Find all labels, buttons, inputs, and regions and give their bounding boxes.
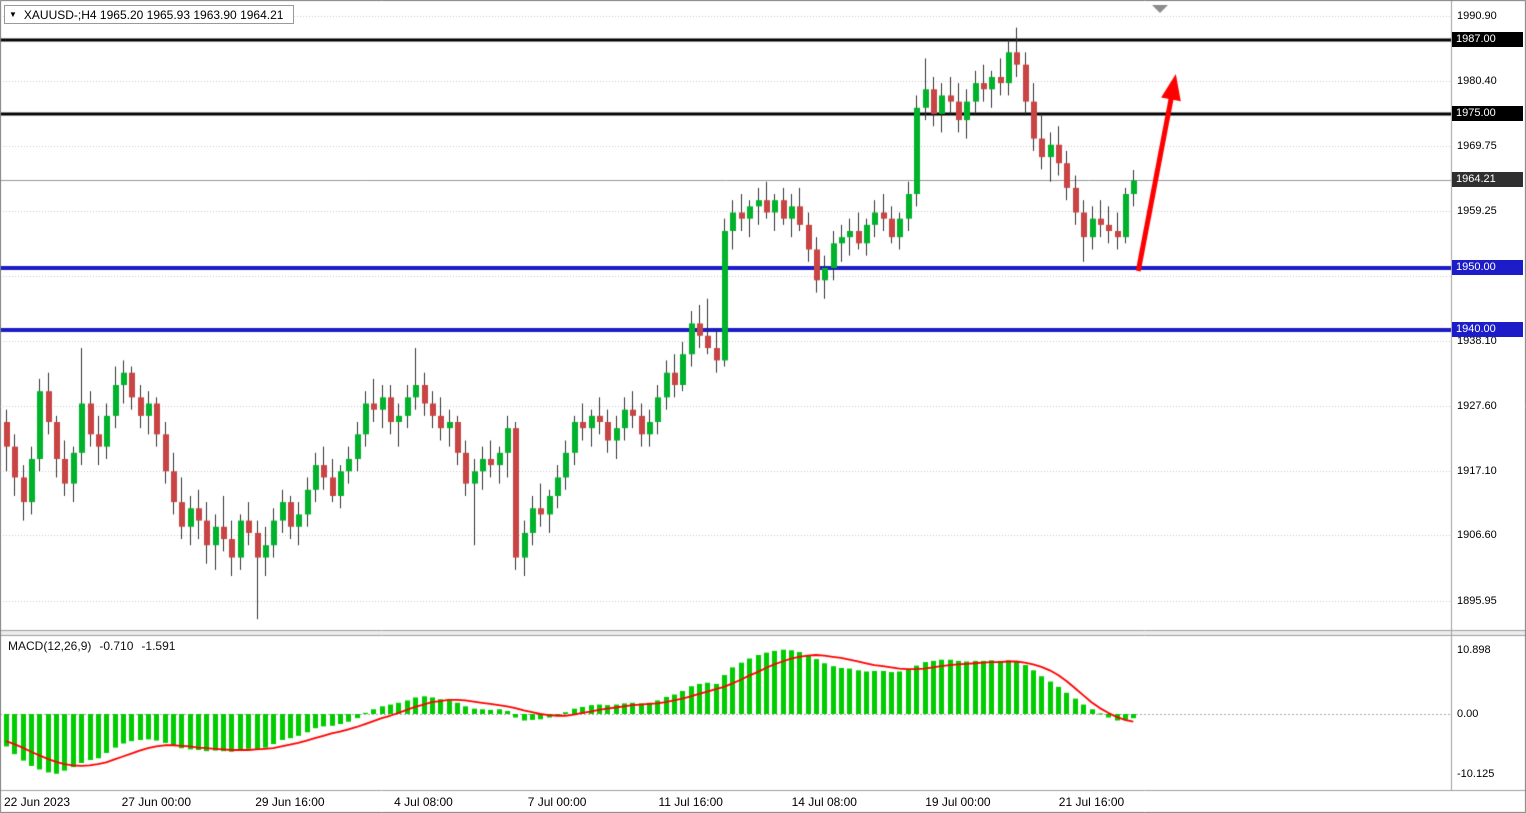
- time-axis-label: 29 Jun 16:00: [255, 795, 325, 809]
- macd-name: MACD(12,26,9): [8, 639, 92, 653]
- macd-main-value: -0.710: [99, 639, 134, 653]
- price-axis-tick-label: 1938.10: [1457, 335, 1497, 348]
- symbol-dropdown-icon[interactable]: ▼: [9, 9, 17, 19]
- macd-axis-label: 10.898: [1457, 643, 1491, 656]
- price-axis-tick-label: 1927.60: [1457, 399, 1497, 412]
- macd-indicator-label: MACD(12,26,9) -0.710 -1.591: [8, 639, 175, 653]
- price-axis-tick-label: 1980.40: [1457, 74, 1497, 87]
- time-axis-label: 4 Jul 08:00: [394, 795, 453, 809]
- price-axis-tick-label: 1990.90: [1457, 9, 1497, 22]
- time-axis-label: 11 Jul 16:00: [658, 795, 723, 809]
- macd-axis-label: -10.125: [1457, 767, 1495, 780]
- level-price-tag: 1987.00: [1452, 32, 1523, 47]
- price-axis-tick-label: 1906.60: [1457, 529, 1497, 542]
- level-price-tag: 1975.00: [1452, 105, 1523, 121]
- price-axis-tick-label: 1895.95: [1457, 594, 1497, 607]
- price-axis-tick-label: 1917.10: [1457, 464, 1497, 477]
- level-price-tag: 1940.00: [1452, 321, 1523, 337]
- time-axis-label: 19 Jul 00:00: [925, 795, 991, 809]
- time-axis-label: 22 Jun 2023: [4, 795, 71, 809]
- macd-signal-value: -1.591: [141, 639, 176, 653]
- time-axis-label: 7 Jul 00:00: [527, 795, 587, 809]
- time-axis-label: 21 Jul 16:00: [1058, 795, 1125, 809]
- macd-axis-label: 0.00: [1457, 708, 1479, 720]
- symbol-info-bar[interactable]: ▼ XAUUSD-;H4 1965.20 1965.93 1963.90 196…: [4, 5, 295, 24]
- price-axis-tick-label: 1959.25: [1457, 204, 1497, 217]
- current-price-tag: 1964.21: [1452, 172, 1523, 188]
- price-axis-tick-label: 1969.75: [1457, 140, 1497, 153]
- time-axis-label: 27 Jun 00:00: [121, 795, 191, 809]
- level-price-tag: 1950.00: [1452, 259, 1523, 275]
- time-axis-label: 14 Jul 08:00: [791, 795, 857, 809]
- chart-title-ohlc: XAUUSD-;H4 1965.20 1965.93 1963.90 1964.…: [23, 7, 284, 22]
